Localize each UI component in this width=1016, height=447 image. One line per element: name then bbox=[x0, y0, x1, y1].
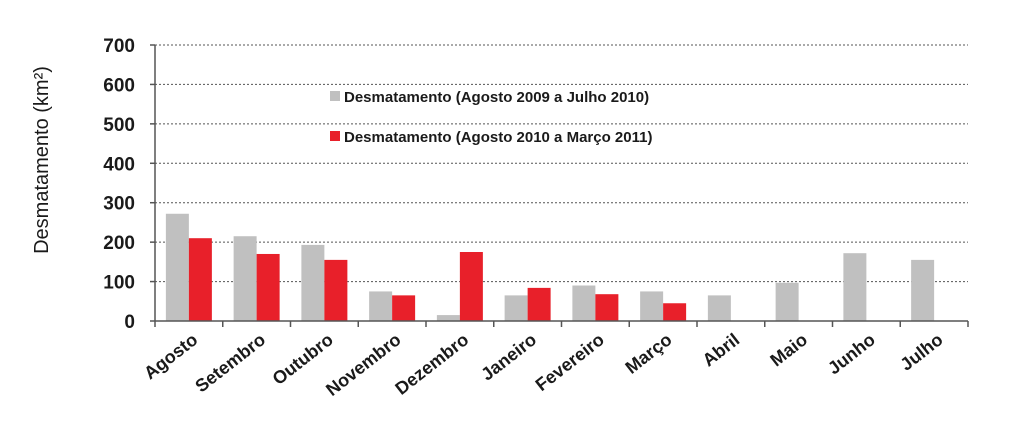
x-tick-label: Fevereiro bbox=[532, 329, 608, 395]
x-tick-label: Julho bbox=[896, 329, 946, 374]
x-tick-label: Junho bbox=[824, 329, 879, 378]
x-tick-label: Maio bbox=[766, 329, 811, 370]
bar-series1-abril bbox=[707, 295, 731, 321]
legend-swatch-1 bbox=[330, 91, 340, 101]
legend: Desmatamento (Agosto 2009 a Julho 2010) D… bbox=[330, 89, 652, 146]
bar-series1-março bbox=[640, 291, 664, 321]
bar-series2-fevereiro bbox=[595, 294, 619, 321]
x-tick-label: Janeiro bbox=[477, 329, 540, 384]
y-tick-label: 0 bbox=[124, 312, 135, 333]
y-tick-label: 100 bbox=[103, 273, 135, 294]
x-tick-label: Setembro bbox=[191, 329, 269, 396]
x-tick-label: Novembro bbox=[322, 329, 404, 400]
x-tick-label: Abril bbox=[699, 329, 744, 370]
x-tick-label: Agosto bbox=[140, 329, 201, 383]
legend-label-2: Desmatamento (Agosto 2010 a Março 2011) bbox=[344, 129, 652, 146]
legend-swatch-2 bbox=[330, 131, 340, 141]
y-axis-label: Desmatamento (km²) bbox=[31, 66, 53, 254]
y-tick-label: 500 bbox=[103, 115, 135, 136]
y-tick-label: 300 bbox=[103, 194, 135, 215]
grid-lines bbox=[155, 44, 968, 283]
y-tick-label: 600 bbox=[103, 75, 135, 96]
bar-series1-novembro bbox=[369, 291, 393, 321]
bar-series2-janeiro bbox=[527, 287, 551, 321]
axes bbox=[154, 45, 969, 327]
bar-series1-dezembro bbox=[436, 315, 460, 321]
legend-label-1: Desmatamento (Agosto 2009 a Julho 2010) bbox=[344, 89, 649, 106]
y-tick-label: 200 bbox=[103, 233, 135, 254]
x-tick-label: Março bbox=[621, 329, 675, 377]
bar-series1-setembro bbox=[233, 236, 257, 321]
bar-series2-outubro bbox=[324, 259, 348, 321]
bar-series2-novembro bbox=[392, 295, 416, 321]
y-axis-ticks: 0 100 200 300 400 500 600 700 bbox=[103, 36, 155, 333]
bar-series2-março bbox=[663, 303, 687, 321]
bar-series2-dezembro bbox=[459, 252, 483, 321]
bar-series1-maio bbox=[775, 282, 799, 321]
y-tick-label: 700 bbox=[103, 36, 135, 57]
bars bbox=[165, 213, 935, 321]
x-tick-label: Dezembro bbox=[391, 329, 472, 398]
bar-series1-junho bbox=[843, 253, 867, 321]
y-tick-label: 400 bbox=[103, 154, 135, 175]
bar-series2-setembro bbox=[256, 253, 280, 321]
bar-series1-janeiro bbox=[504, 295, 528, 321]
bar-series1-outubro bbox=[301, 244, 325, 321]
bar-series2-agosto bbox=[188, 238, 212, 321]
bar-series1-fevereiro bbox=[572, 285, 596, 321]
bar-series1-agosto bbox=[165, 213, 189, 321]
bar-series1-julho bbox=[911, 259, 935, 321]
